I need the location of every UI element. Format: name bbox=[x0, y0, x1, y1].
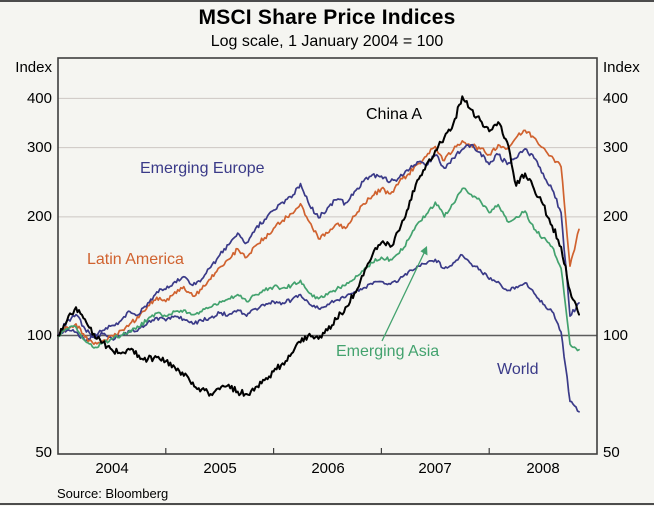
y-tick-label-left-200: 200 bbox=[26, 208, 52, 225]
bottom-rule bbox=[0, 503, 654, 505]
series-label-emerging-asia: Emerging Asia bbox=[336, 343, 440, 360]
series-label-emerging-europe: Emerging Europe bbox=[140, 160, 265, 177]
y-tick-label-right-400: 400 bbox=[603, 90, 629, 107]
series-label-china-a: China A bbox=[366, 106, 423, 123]
series-line-china-a bbox=[57, 95, 580, 397]
x-tick-label-2008: 2008 bbox=[526, 460, 560, 477]
x-tick-label-2005: 2005 bbox=[203, 460, 237, 477]
y-tick-label-left-100: 100 bbox=[26, 327, 52, 344]
y-tick-label-right-50: 50 bbox=[603, 444, 620, 461]
emerging-asia-pointer-line bbox=[381, 250, 426, 342]
y-axis-unit-left: Index bbox=[15, 59, 52, 76]
series-line-emerging-europe bbox=[57, 143, 580, 339]
y-tick-label-right-200: 200 bbox=[603, 208, 629, 225]
plot-frame bbox=[57, 57, 598, 455]
y-tick-label-left-300: 300 bbox=[26, 139, 52, 156]
series-line-latin-america bbox=[57, 129, 580, 346]
y-tick-label-right-300: 300 bbox=[603, 139, 629, 156]
x-tick-label-2007: 2007 bbox=[418, 460, 452, 477]
series-label-latin-america: Latin America bbox=[87, 251, 184, 268]
emerging-asia-pointer-arrowhead bbox=[420, 246, 428, 256]
y-axis-unit-right: Index bbox=[603, 59, 640, 76]
y-tick-label-right-100: 100 bbox=[603, 327, 629, 344]
series-line-emerging-asia bbox=[57, 187, 580, 352]
y-tick-label-left-50: 50 bbox=[35, 444, 52, 461]
chart-title: MSCI Share Price Indices bbox=[198, 6, 456, 29]
top-rule bbox=[0, 0, 654, 2]
y-tick-label-left-400: 400 bbox=[26, 90, 52, 107]
series-label-world: World bbox=[497, 361, 539, 378]
source-note: Source: Bloomberg bbox=[57, 486, 169, 501]
x-tick-label-2004: 2004 bbox=[95, 460, 129, 477]
x-tick-label-2006: 2006 bbox=[311, 460, 345, 477]
chart-subtitle: Log scale, 1 January 2004 = 100 bbox=[210, 33, 444, 50]
series-line-world bbox=[57, 253, 580, 413]
